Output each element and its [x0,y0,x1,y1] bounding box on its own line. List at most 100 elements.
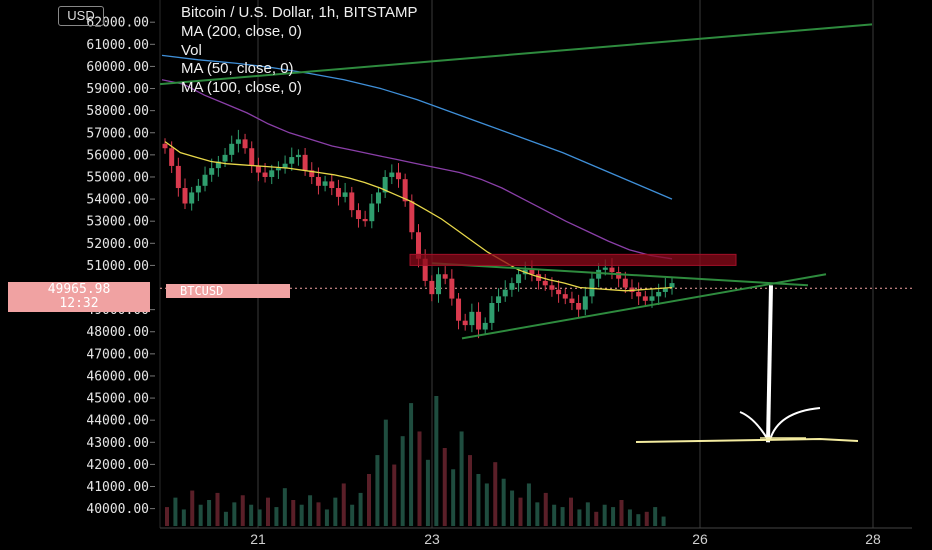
y-tick-label: 51000.00 [86,259,149,274]
volume-bar [661,516,666,526]
candle-body [355,210,361,219]
candle-body [369,203,375,222]
volume-bar [476,474,481,526]
candle-body [409,201,415,233]
target-arrow-left-head [739,411,769,441]
candle-body [582,296,588,310]
volume-bar [392,464,397,526]
candle-body [509,283,515,290]
volume-bar [594,511,599,526]
y-tick-label: 62000.00 [86,16,149,31]
candle-body [502,289,508,297]
bar-countdown: 12:32 [59,296,99,311]
volume-bar [442,448,447,526]
symbol-label: BTCUSD [166,284,290,298]
volume-bar [274,507,279,526]
candle-body [496,296,502,303]
volume-bar [291,500,296,526]
candle-body [609,267,615,273]
candle-body [175,165,181,189]
volume-bar [257,509,262,526]
volume-bar [341,483,346,526]
x-tick-label: 26 [692,531,708,547]
volume-bar [493,462,498,526]
candle-body [255,165,261,173]
y-tick-label: 41000.00 [86,480,149,495]
volume-bar [350,504,355,526]
volume-bar [409,403,414,526]
volume-bar [266,497,270,526]
candle-body [436,274,442,295]
legend-ma200[interactable]: MA (200, close, 0) [181,23,302,40]
volume-bar [232,502,237,526]
candle-body [482,322,488,330]
legend-ma100[interactable]: MA (100, close, 0) [181,79,302,96]
candle-body [282,163,288,169]
moving-averages [161,54,673,292]
last-price-value: 49965.98 [47,282,111,297]
y-tick-label: 46000.00 [86,369,149,384]
candle-body [389,172,395,177]
candle-body [242,139,248,149]
candle-body [249,148,255,166]
candle-body [349,192,355,211]
volume-bar [569,497,573,526]
volume-bar [602,504,607,526]
volume-bar [400,436,405,526]
candle-body [235,139,241,144]
candle-body [269,170,275,177]
candle-body [215,161,221,169]
price-axis[interactable]: 62000.00 61000.00 60000.00 59000.00 58000.00… [86,16,155,517]
y-tick-label: 47000.00 [86,347,149,362]
resistance-zone [409,253,737,266]
y-tick-label: 48000.00 [86,325,149,340]
candle-body [456,298,462,321]
candle-body [562,294,568,299]
y-tick-label: 55000.00 [86,170,149,185]
ma50-line [164,141,673,292]
volume-bar [207,500,212,526]
candle-body [429,280,435,295]
candle-body [382,176,388,193]
candle-body [636,291,642,297]
currency-button[interactable]: USD [58,6,104,26]
time-axis[interactable]: 21 23 26 28 [160,527,912,547]
volume-bar [215,492,220,526]
volume-bar [501,478,506,526]
volume-bar [653,507,658,526]
volume-bar [627,509,632,526]
volume-bar [543,492,548,526]
volume-bar [417,431,422,526]
candle-body [182,188,188,204]
candle-body [189,192,195,204]
candle-body [169,148,175,166]
candle-body [275,168,281,171]
candle-body [569,298,575,303]
volume-bar [619,500,624,526]
candle-body [309,170,315,177]
x-tick-label: 23 [424,531,440,547]
volume-bar [552,504,557,526]
candle-body [516,274,522,284]
candle-body [529,269,535,275]
candle-body [449,278,455,299]
user-drawings [159,23,873,443]
candle-body [195,185,201,193]
volume-bar [223,511,228,526]
target-level-line [635,437,859,443]
volume-bar [249,504,254,526]
candle-body [616,272,622,279]
triangle-lower-line [461,273,827,340]
legend-vol[interactable]: Vol [181,42,202,59]
candle-body [542,280,548,286]
y-tick-label: 56000.00 [86,148,149,163]
candle-body [622,278,628,288]
ma200-line [161,54,673,200]
upper-trendline [159,23,873,86]
y-tick-label: 43000.00 [86,436,149,451]
legend-ma50[interactable]: MA (50, close, 0) [181,60,294,77]
candle-body [402,179,408,202]
volume-bar [611,507,616,526]
candle-body [202,174,208,186]
